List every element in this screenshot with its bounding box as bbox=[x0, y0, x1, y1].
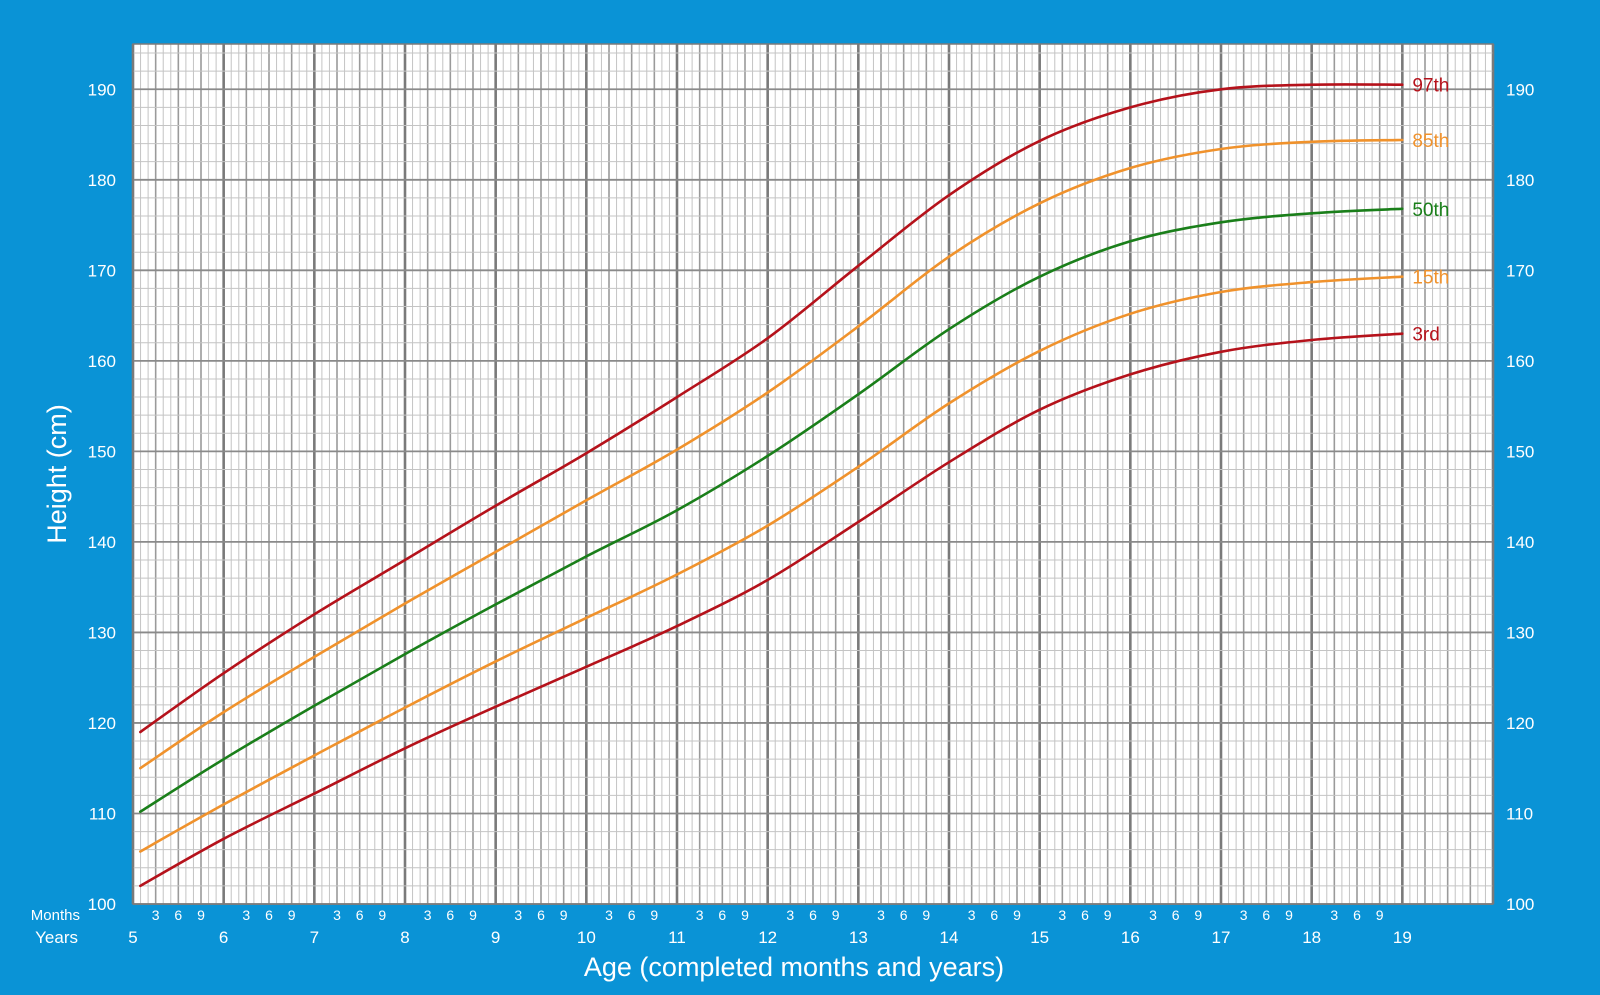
x-tick-label-month: 6 bbox=[900, 907, 908, 923]
x-tick-label-year: 9 bbox=[491, 928, 500, 947]
x-tick-label-month: 9 bbox=[469, 907, 477, 923]
x-tick-label-month: 3 bbox=[424, 907, 432, 923]
x-tick-label-month: 9 bbox=[832, 907, 840, 923]
y-tick-label-left: 130 bbox=[88, 623, 116, 642]
y-tick-label-right: 120 bbox=[1506, 714, 1534, 733]
x-tick-label-month: 3 bbox=[1240, 907, 1248, 923]
series-line-97th bbox=[139, 83, 1404, 734]
y-tick-label-right: 180 bbox=[1506, 171, 1534, 190]
series-label-3rd: 3rd bbox=[1412, 325, 1439, 346]
series-line-15th bbox=[139, 275, 1404, 853]
x-tick-label-year: 7 bbox=[310, 928, 319, 947]
x-tick-label-month: 6 bbox=[718, 907, 726, 923]
x-tick-label-year: 6 bbox=[219, 928, 228, 947]
series-label-97th: 97th bbox=[1412, 76, 1449, 97]
x-tick-label-month: 9 bbox=[1104, 907, 1112, 923]
grid bbox=[131, 43, 1495, 905]
x-tick-label-month: 3 bbox=[1149, 907, 1157, 923]
x-tick-label-year: 10 bbox=[577, 928, 596, 947]
x-tick-label-month: 3 bbox=[605, 907, 613, 923]
y-tick-label-left: 120 bbox=[88, 714, 116, 733]
x-tick-label-month: 3 bbox=[696, 907, 704, 923]
x-tick-label-month: 6 bbox=[356, 907, 364, 923]
x-axis-title: Age (completed months and years) bbox=[584, 952, 1004, 982]
x-tick-label-month: 9 bbox=[650, 907, 658, 923]
series-label-15th: 15th bbox=[1412, 268, 1449, 289]
y-tick-label-right: 110 bbox=[1506, 804, 1533, 823]
years-row-label: Years bbox=[35, 928, 78, 947]
x-tick-label-year: 5 bbox=[128, 928, 137, 947]
x-tick-label-month: 6 bbox=[990, 907, 998, 923]
x-tick-label-month: 3 bbox=[514, 907, 522, 923]
x-tick-label-month: 6 bbox=[809, 907, 817, 923]
x-tick-label-month: 6 bbox=[1172, 907, 1180, 923]
series-line-3rd bbox=[139, 332, 1404, 888]
y-tick-label-left: 150 bbox=[88, 442, 116, 461]
x-tick-label-month: 9 bbox=[1376, 907, 1384, 923]
x-tick-label-month: 3 bbox=[242, 907, 250, 923]
x-tick-label-year: 16 bbox=[1121, 928, 1140, 947]
series-label-85th: 85th bbox=[1412, 131, 1449, 152]
y-tick-label-right: 160 bbox=[1506, 352, 1534, 371]
y-tick-label-left: 140 bbox=[88, 533, 116, 552]
x-tick-label-month: 6 bbox=[1353, 907, 1361, 923]
x-tick-label-year: 8 bbox=[400, 928, 409, 947]
x-tick-label-month: 6 bbox=[628, 907, 636, 923]
series-line-85th bbox=[139, 138, 1404, 770]
x-tick-label-month: 9 bbox=[197, 907, 205, 923]
y-tick-label-left: 110 bbox=[89, 804, 116, 823]
x-tick-label-year: 18 bbox=[1302, 928, 1321, 947]
x-tick-label-month: 9 bbox=[741, 907, 749, 923]
y-tick-label-left: 170 bbox=[88, 261, 116, 280]
x-tick-label-year: 13 bbox=[849, 928, 868, 947]
x-tick-label-year: 17 bbox=[1212, 928, 1231, 947]
y-axis-title: Height (cm) bbox=[42, 404, 72, 544]
x-tick-label-month: 3 bbox=[786, 907, 794, 923]
y-tick-label-left: 190 bbox=[88, 80, 116, 99]
series-line-50th bbox=[139, 207, 1404, 813]
y-tick-label-right: 130 bbox=[1506, 623, 1534, 642]
x-tick-label-year: 14 bbox=[940, 928, 959, 947]
x-tick-label-month: 9 bbox=[1285, 907, 1293, 923]
x-tick-label-month: 3 bbox=[1058, 907, 1066, 923]
x-tick-label-month: 3 bbox=[877, 907, 885, 923]
x-tick-label-month: 6 bbox=[537, 907, 545, 923]
months-row-label: Months bbox=[31, 907, 80, 924]
x-tick-label-month: 6 bbox=[174, 907, 182, 923]
y-tick-label-right: 190 bbox=[1506, 80, 1534, 99]
y-tick-label-left: 180 bbox=[88, 171, 116, 190]
x-tick-label-month: 3 bbox=[968, 907, 976, 923]
percentile-curves: 97th 85th 50th 15th 3rd bbox=[139, 76, 1449, 888]
x-tick-label-year: 12 bbox=[758, 928, 777, 947]
x-tick-label-month: 9 bbox=[1013, 907, 1021, 923]
x-tick-label-month: 6 bbox=[446, 907, 454, 923]
x-tick-label-month: 6 bbox=[265, 907, 273, 923]
x-tick-label-month: 6 bbox=[1262, 907, 1270, 923]
x-tick-label-month: 9 bbox=[378, 907, 386, 923]
plot-border bbox=[132, 43, 1494, 905]
y-tick-label-right: 150 bbox=[1506, 442, 1534, 461]
y-tick-label-left: 100 bbox=[88, 895, 116, 914]
series-label-50th: 50th bbox=[1412, 200, 1449, 221]
x-tick-label-month: 9 bbox=[560, 907, 568, 923]
x-tick-label-month: 9 bbox=[1194, 907, 1202, 923]
x-tick-label-month: 3 bbox=[1330, 907, 1338, 923]
x-tick-label-month: 6 bbox=[1081, 907, 1089, 923]
x-tick-label-month: 9 bbox=[288, 907, 296, 923]
x-tick-label-year: 11 bbox=[668, 928, 686, 947]
x-tick-label-month: 9 bbox=[922, 907, 930, 923]
y-tick-label-left: 160 bbox=[88, 352, 116, 371]
tick-labels: 100 100 110 110 120 120 130 130 140 140 150 150 160 1… bbox=[31, 80, 1535, 947]
y-tick-label-right: 100 bbox=[1506, 895, 1534, 914]
x-tick-label-year: 15 bbox=[1030, 928, 1049, 947]
x-tick-label-month: 3 bbox=[333, 907, 341, 923]
y-tick-label-right: 170 bbox=[1506, 261, 1534, 280]
y-tick-label-right: 140 bbox=[1506, 533, 1534, 552]
x-tick-label-month: 3 bbox=[152, 907, 160, 923]
x-tick-label-year: 19 bbox=[1393, 928, 1412, 947]
